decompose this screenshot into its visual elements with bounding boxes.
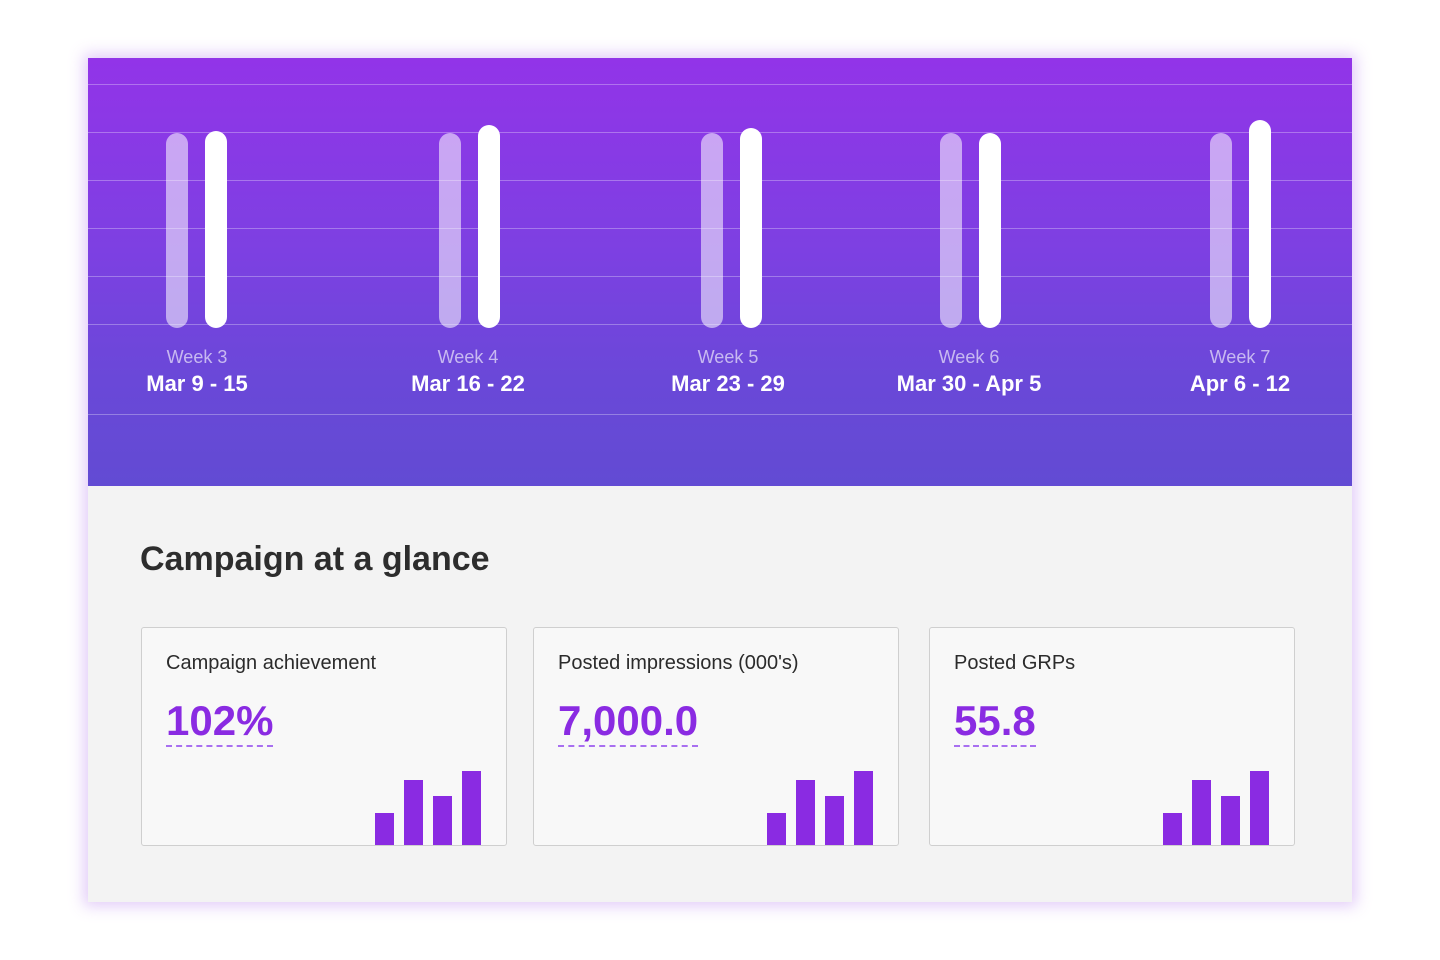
- mini-bar: [1221, 796, 1240, 845]
- card-label: Campaign achievement: [166, 652, 377, 674]
- mini-bar: [462, 771, 481, 845]
- mini-bar: [433, 796, 452, 845]
- week-bar-previous: [439, 133, 461, 328]
- section-title: Campaign at a glance: [140, 540, 490, 578]
- week-bar-previous: [1210, 133, 1232, 328]
- week-bar-previous: [166, 133, 188, 328]
- week-label: Week 5: [697, 347, 759, 367]
- mini-bar: [825, 796, 844, 845]
- week-label: Week 6: [938, 347, 1000, 367]
- week-column-4[interactable]: Week 4 Mar 16 - 22: [368, 58, 568, 486]
- week-column-3[interactable]: Week 3 Mar 9 - 15: [97, 58, 297, 486]
- mini-bar: [854, 771, 873, 845]
- gridline: [88, 132, 1352, 133]
- week-dates: Apr 6 - 12: [1189, 371, 1291, 396]
- week-bar-previous: [701, 133, 723, 328]
- mini-bar: [404, 780, 423, 845]
- mini-bar: [767, 813, 786, 845]
- card-value[interactable]: 7,000.0: [558, 698, 699, 747]
- weekly-chart: Week 3 Mar 9 - 15 Week 4 Mar 16 - 22 Wee…: [88, 58, 1352, 486]
- week-dates: Mar 9 - 15: [146, 371, 248, 396]
- gridline: [88, 84, 1352, 85]
- metric-card-achievement[interactable]: Campaign achievement 102%: [141, 627, 507, 846]
- mini-bar: [1163, 813, 1182, 845]
- week-dates: Mar 16 - 22: [411, 371, 525, 396]
- metric-card-grps[interactable]: Posted GRPs 55.8: [929, 627, 1295, 846]
- week-column-5[interactable]: Week 5 Mar 23 - 29: [628, 58, 828, 486]
- mini-bar: [375, 813, 394, 845]
- week-dates: Mar 30 - Apr 5: [896, 371, 1042, 396]
- week-bar-current: [478, 125, 500, 328]
- week-column-7[interactable]: Week 7 Apr 6 - 12: [1140, 58, 1340, 486]
- mini-bar: [796, 780, 815, 845]
- mini-bar-chart-icon: [375, 769, 481, 845]
- card-value[interactable]: 55.8: [954, 698, 1036, 747]
- mini-bar-chart-icon: [767, 769, 873, 845]
- card-value[interactable]: 102%: [166, 698, 274, 747]
- week-bar-current: [979, 133, 1001, 328]
- gridline: [88, 414, 1352, 415]
- card-label: Posted impressions (000's): [558, 652, 799, 674]
- week-label: Week 4: [437, 347, 499, 367]
- week-bar-previous: [940, 133, 962, 328]
- week-bar-current: [205, 131, 227, 328]
- week-bar-current: [1249, 120, 1271, 328]
- week-dates: Mar 23 - 29: [671, 371, 785, 396]
- dashboard-frame: Week 3 Mar 9 - 15 Week 4 Mar 16 - 22 Wee…: [88, 58, 1352, 902]
- mini-bar-chart-icon: [1163, 769, 1269, 845]
- week-column-6[interactable]: Week 6 Mar 30 - Apr 5: [869, 58, 1069, 486]
- week-label: Week 3: [166, 347, 228, 367]
- week-bar-current: [740, 128, 762, 328]
- week-label: Week 7: [1209, 347, 1271, 367]
- mini-bar: [1192, 780, 1211, 845]
- card-label: Posted GRPs: [954, 652, 1076, 674]
- mini-bar: [1250, 771, 1269, 845]
- metric-card-impressions[interactable]: Posted impressions (000's) 7,000.0: [533, 627, 899, 846]
